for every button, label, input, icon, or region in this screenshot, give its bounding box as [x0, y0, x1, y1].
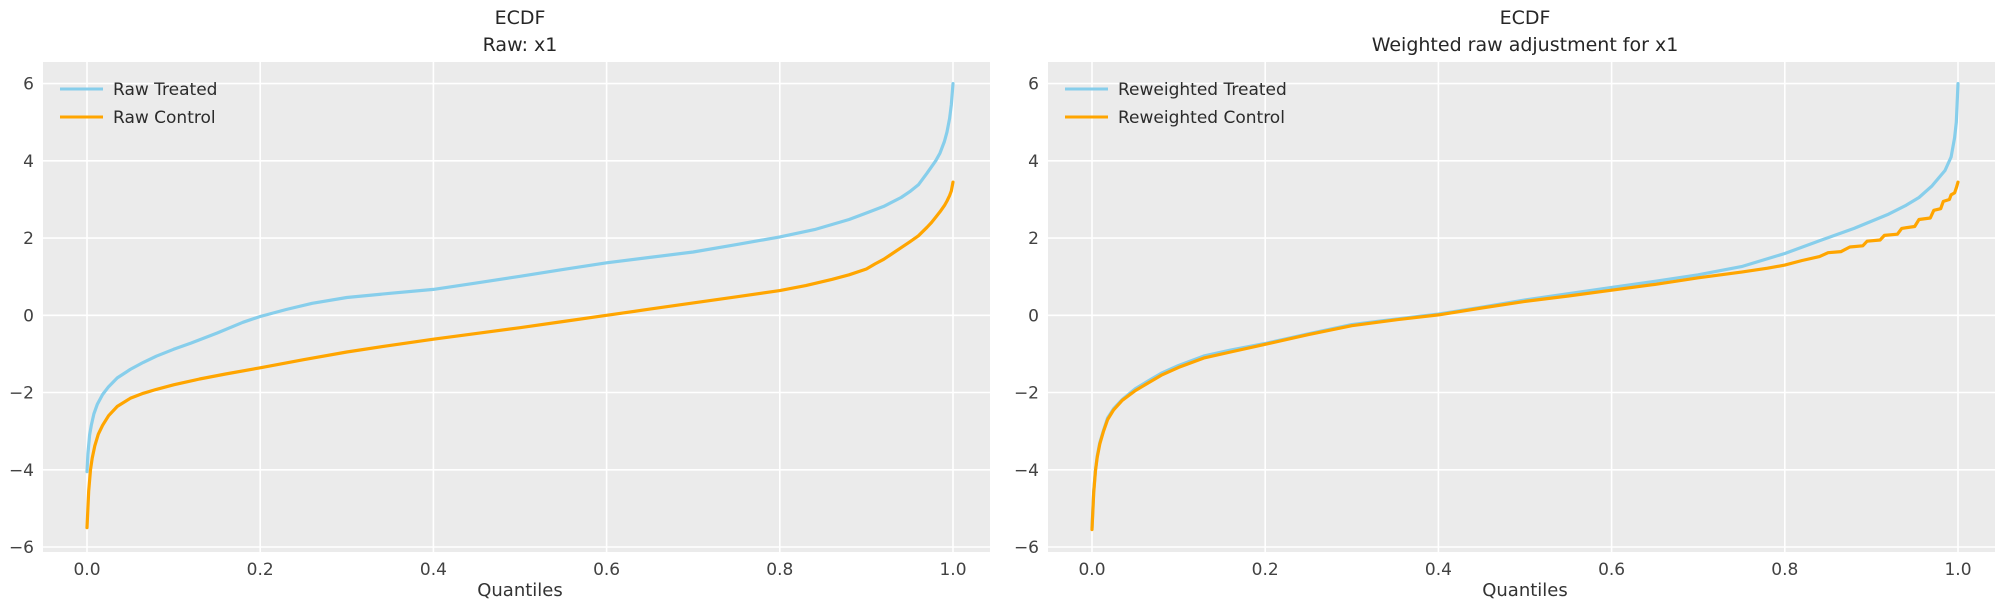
legend-label-raw-control: Raw Control [113, 108, 216, 128]
x-tick-label: 1.0 [939, 560, 966, 580]
y-tick-label: −4 [1014, 461, 1039, 481]
x-tick-label: 0.6 [593, 560, 620, 580]
y-tick-label: −2 [9, 384, 34, 404]
right-x-axis-label: Quantiles [1482, 580, 1568, 601]
y-tick-label: −4 [9, 461, 34, 481]
series-line-reweighted-control [1090, 180, 1960, 532]
legend-label-reweighted-control: Reweighted Control [1118, 108, 1285, 128]
x-tick-label: 0.2 [247, 560, 274, 580]
x-tick-label: 0.4 [420, 560, 447, 580]
y-tick-label: −6 [1014, 538, 1039, 558]
right-legend: Reweighted Treated Reweighted Control [1065, 80, 1287, 128]
x-tick-label: 0.8 [766, 560, 793, 580]
y-tick-label: 0 [23, 306, 34, 326]
left-ecdf-plot: 0.0 0.2 0.4 0.6 0.8 1.0 6 4 2 0 −2 −4 −6 [9, 62, 990, 580]
y-tick-label: 4 [23, 152, 34, 172]
right-plot-title-line1: ECDF [1500, 7, 1551, 29]
y-tick-label: −2 [1014, 384, 1039, 404]
y-tick-label: 0 [1028, 306, 1039, 326]
x-tick-label: 0.2 [1252, 560, 1279, 580]
left-plot-title-line2: Raw: x1 [483, 34, 558, 56]
y-tick-label: −6 [9, 538, 34, 558]
left-plot-title-line1: ECDF [495, 7, 546, 29]
y-tick-label: 2 [1028, 229, 1039, 249]
x-tick-label: 0.0 [73, 560, 100, 580]
plot-area [1048, 62, 1995, 552]
x-tick-label: 0.8 [1771, 560, 1798, 580]
series-line-raw-control [85, 180, 955, 530]
right-plot-title-line2: Weighted raw adjustment for x1 [1372, 34, 1679, 56]
x-tick-label: 0.4 [1425, 560, 1452, 580]
right-ecdf-plot: 0.0 0.2 0.4 0.6 0.8 1.0 6 4 2 0 −2 −4 −6 [1014, 62, 1995, 580]
series-line-raw-treated [85, 82, 955, 474]
left-legend: Raw Treated Raw Control [60, 80, 217, 128]
y-tick-label: 4 [1028, 152, 1039, 172]
plot-area [43, 62, 990, 552]
x-tick-label: 0.6 [1598, 560, 1625, 580]
y-tick-label: 6 [1028, 75, 1039, 95]
x-tick-label: 0.0 [1078, 560, 1105, 580]
x-tick-label: 1.0 [1944, 560, 1971, 580]
y-tick-label: 2 [23, 229, 34, 249]
left-x-axis-label: Quantiles [477, 580, 563, 601]
y-tick-label: 6 [23, 75, 34, 95]
legend-label-reweighted-treated: Reweighted Treated [1118, 80, 1287, 100]
legend-label-raw-treated: Raw Treated [113, 80, 217, 100]
